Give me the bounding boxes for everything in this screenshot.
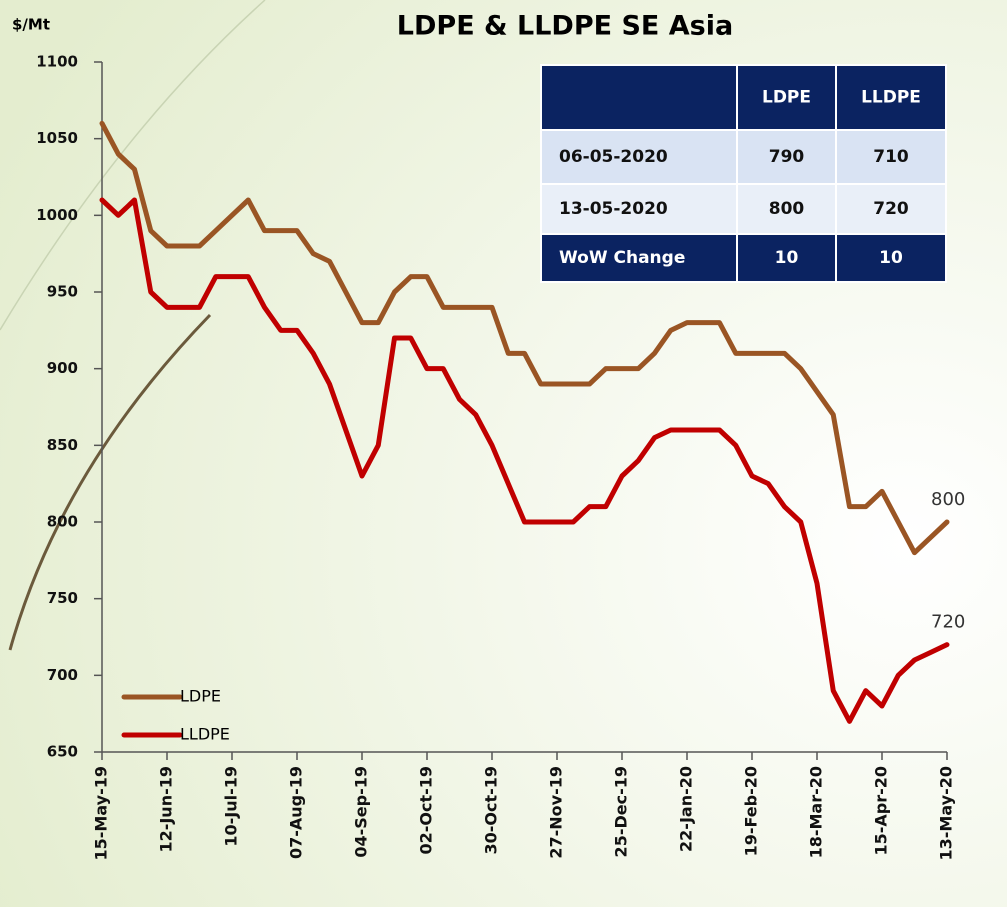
table-cell xyxy=(540,129,738,185)
y-axis-label: $/Mt xyxy=(12,16,50,34)
x-tick-label: 13-May-20 xyxy=(937,766,956,860)
table-text: 710 xyxy=(873,147,909,167)
x-tick-label: 30-Oct-19 xyxy=(482,766,501,855)
y-tick-label: 850 xyxy=(47,436,78,454)
x-tick-label: 18-Mar-20 xyxy=(807,766,826,858)
table-text: 800 xyxy=(769,199,805,219)
table-text: 10 xyxy=(775,248,799,268)
table-cell xyxy=(835,129,947,185)
x-tick-label: 27-Nov-19 xyxy=(547,766,566,859)
x-tick-label: 15-Apr-20 xyxy=(872,766,891,856)
x-tick-label: 04-Sep-19 xyxy=(352,766,371,858)
table-cell xyxy=(736,233,837,283)
data-label: 720 xyxy=(931,612,965,633)
table-cell xyxy=(540,64,738,131)
table-text: 06-05-2020 xyxy=(559,147,668,167)
x-tick-label: 25-Dec-19 xyxy=(612,766,631,857)
data-label: 800 xyxy=(931,489,965,510)
y-tick-label: 1100 xyxy=(36,53,78,71)
legend-label: LDPE xyxy=(180,687,221,706)
decor xyxy=(0,0,266,331)
y-tick-label: 1050 xyxy=(36,129,78,147)
table-cell xyxy=(736,183,837,235)
decor xyxy=(8,313,212,651)
table-text: 790 xyxy=(769,147,805,167)
table-cell xyxy=(835,64,947,131)
table-cell xyxy=(736,64,837,131)
chart-title: LDPE & LLDPE SE Asia xyxy=(397,11,733,42)
x-tick-label: 12-Jun-19 xyxy=(157,766,176,853)
x-tick-label: 19-Feb-20 xyxy=(742,766,761,856)
table-cell xyxy=(835,233,947,283)
x-tick-label: 10-Jul-19 xyxy=(222,766,241,847)
table-text: LLDPE xyxy=(861,88,921,108)
table-text: LDPE xyxy=(762,88,811,108)
x-tick-label: 07-Aug-19 xyxy=(287,766,306,859)
y-tick-label: 900 xyxy=(47,359,78,377)
x-tick-label: 02-Oct-19 xyxy=(417,766,436,855)
line xyxy=(99,197,950,724)
table-cell xyxy=(540,233,738,283)
x-tick-label: 15-May-19 xyxy=(92,766,111,860)
legend-label: LLDPE xyxy=(180,725,230,744)
table-text: WoW Change xyxy=(559,248,685,268)
line xyxy=(99,120,950,556)
y-tick-label: 1000 xyxy=(36,206,78,224)
table-text: 13-05-2020 xyxy=(559,199,668,219)
table-text: 720 xyxy=(873,199,909,219)
x-tick-label: 22-Jan-20 xyxy=(677,766,696,852)
y-tick-label: 750 xyxy=(47,589,78,607)
y-tick-label: 950 xyxy=(47,283,78,301)
y-tick-label: 650 xyxy=(47,743,78,761)
y-tick-label: 700 xyxy=(47,666,78,684)
table-cell xyxy=(835,183,947,235)
y-tick-label: 800 xyxy=(47,513,78,531)
table-text: 10 xyxy=(879,248,903,268)
